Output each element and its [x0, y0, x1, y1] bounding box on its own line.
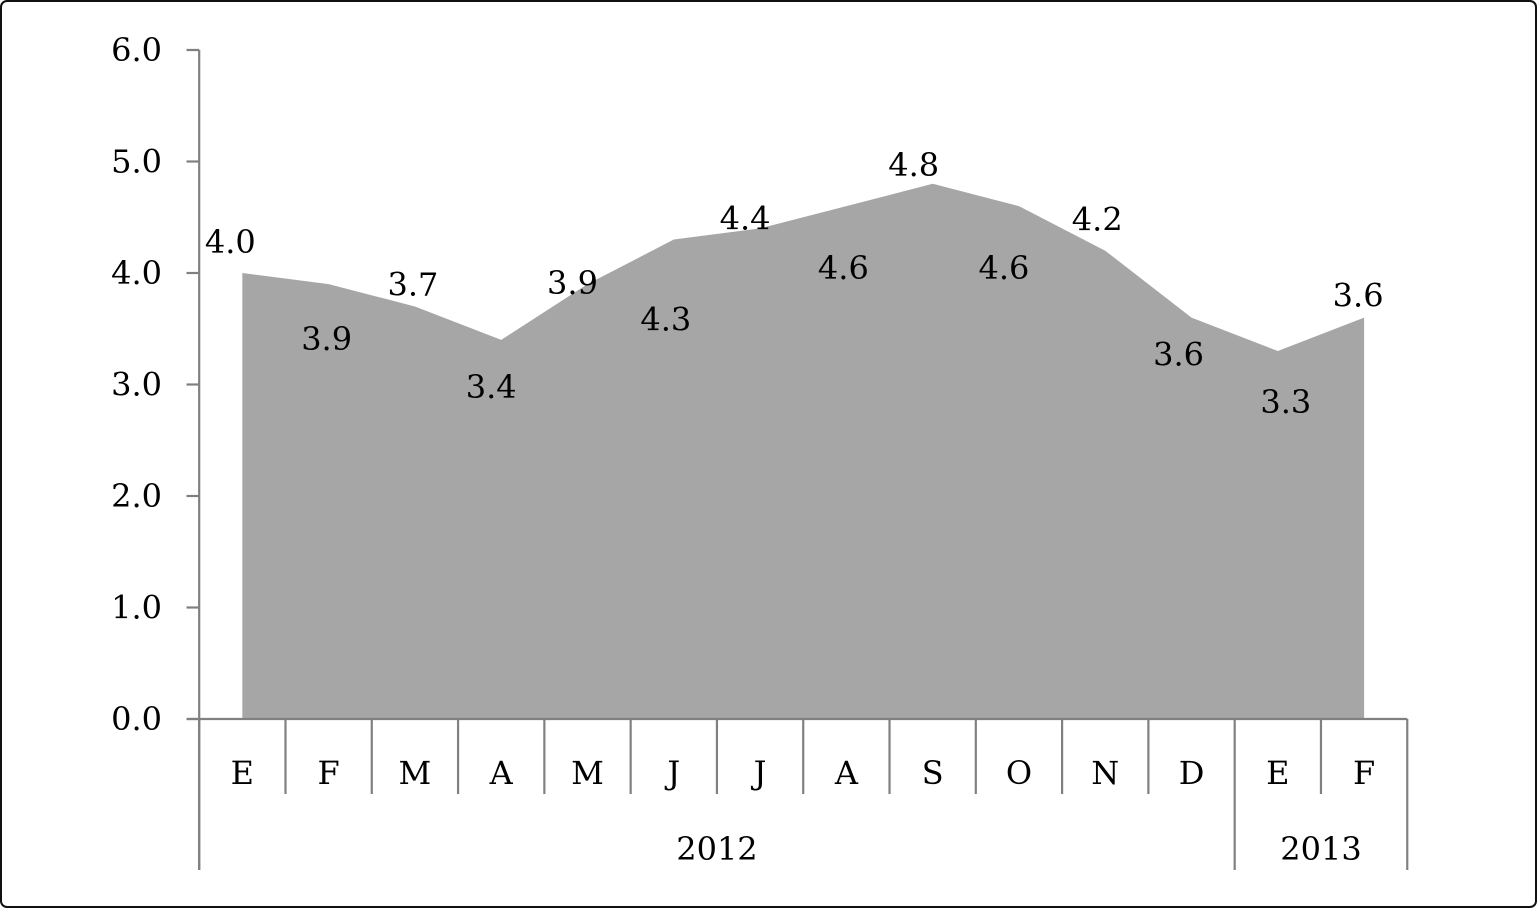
month-label: D [1179, 754, 1205, 792]
y-tick-label: 5.0 [111, 143, 162, 181]
data-label: 3.6 [1333, 277, 1384, 315]
month-label: J [751, 754, 767, 792]
month-label: E [231, 754, 254, 792]
month-label: A [834, 754, 859, 792]
data-label: 3.3 [1260, 383, 1311, 421]
month-label: N [1091, 754, 1119, 792]
y-tick-label: 4.0 [111, 254, 162, 292]
data-label: 4.3 [640, 301, 691, 339]
y-tick-label: 3.0 [111, 366, 162, 404]
month-label: E [1266, 754, 1289, 792]
area-series [242, 183, 1365, 720]
month-label: J [664, 754, 680, 792]
month-label: M [399, 754, 432, 792]
month-label: O [1006, 754, 1032, 792]
data-label: 3.4 [466, 368, 517, 406]
year-label: 2012 [676, 830, 757, 868]
month-label: F [1353, 754, 1375, 792]
month-label: F [318, 754, 340, 792]
y-tick-label: 0.0 [111, 700, 162, 738]
data-label: 3.7 [387, 265, 438, 303]
data-label: 4.4 [720, 199, 771, 237]
data-label: 4.6 [818, 249, 869, 287]
month-label: A [489, 754, 514, 792]
month-label: S [922, 754, 944, 792]
data-label: 3.6 [1153, 336, 1204, 374]
data-label: 4.8 [888, 146, 939, 184]
y-tick-label: 1.0 [111, 589, 162, 627]
data-label: 4.6 [979, 249, 1030, 287]
data-label: 3.9 [301, 320, 352, 358]
y-tick-label: 6.0 [111, 31, 162, 69]
data-label: 3.9 [547, 264, 598, 302]
data-label: 4.2 [1072, 201, 1123, 239]
year-label: 2013 [1280, 830, 1361, 868]
y-tick-label: 2.0 [111, 477, 162, 515]
month-label: M [571, 754, 604, 792]
data-label: 4.0 [205, 223, 256, 261]
